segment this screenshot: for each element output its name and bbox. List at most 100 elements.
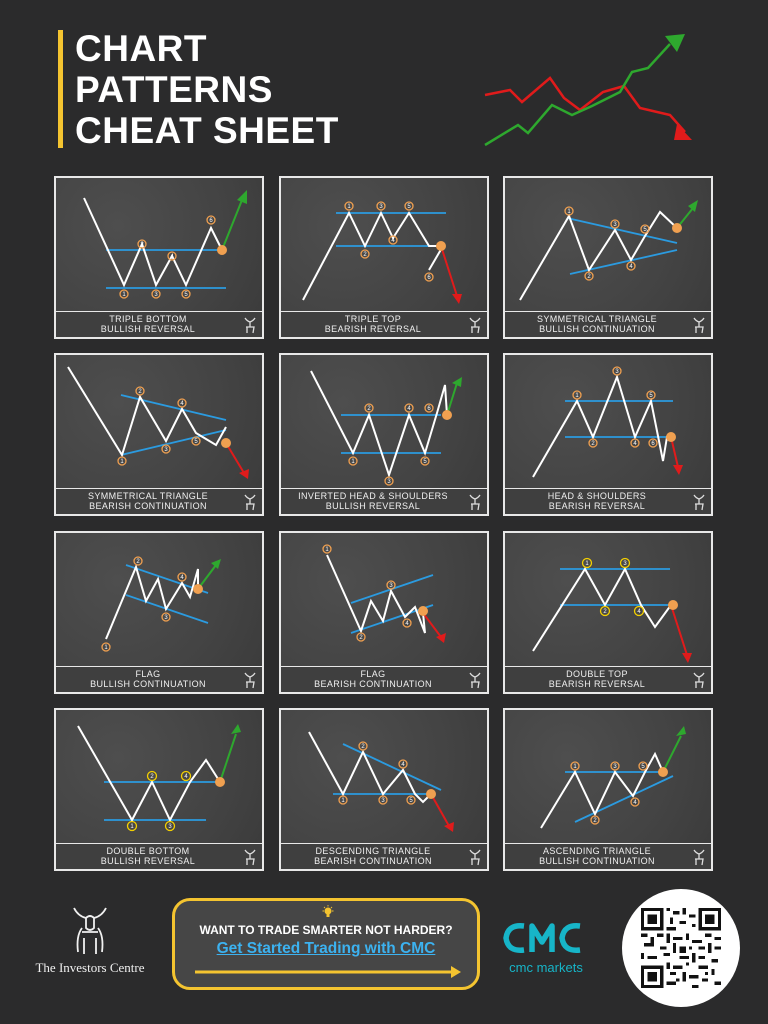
svg-text:1: 1 (575, 393, 579, 399)
bull-icon (693, 317, 705, 334)
svg-text:1: 1 (120, 459, 124, 465)
cmc-markets-logo[interactable]: cmc markets (500, 918, 592, 975)
svg-text:3: 3 (613, 764, 617, 770)
pattern-name: ASCENDING TRIANGLE (542, 846, 652, 856)
svg-text:6: 6 (427, 275, 431, 281)
bull-icon (469, 317, 481, 334)
svg-text:1: 1 (347, 204, 351, 210)
svg-text:2: 2 (587, 274, 591, 280)
svg-text:4: 4 (184, 774, 188, 780)
pattern-type: BULLISH CONTINUATION (539, 324, 655, 334)
svg-text:2: 2 (150, 774, 154, 780)
pattern-name: SYMMETRICAL TRIANGLE (536, 314, 658, 324)
brand-name: The Investors Centre (35, 960, 145, 975)
svg-text:4: 4 (407, 406, 411, 412)
triple-top-chart: 1 2 3 4 5 6 (302, 201, 462, 304)
pattern-name: SYMMETRICAL TRIANGLE (87, 491, 209, 501)
pattern-card-double-bottom: 1 2 3 4 DOUBLE BOTTOM BULLISH REVERSAL (54, 708, 264, 871)
double-bottom-chart: 1 2 3 4 (77, 724, 241, 832)
pattern-type: BULLISH REVERSAL (100, 324, 196, 334)
svg-text:4: 4 (180, 575, 184, 581)
pattern-type: BEARISH CONTINUATION (314, 856, 432, 866)
pattern-name: FLAG (135, 669, 161, 679)
pattern-card-symmetrical-triangle-bearish: 1 2 3 4 5 SYMMETRICAL TRIANGLE BEARISH C… (54, 353, 264, 516)
double-top-chart: 1 2 3 4 (532, 557, 692, 663)
pattern-card-flag-bullish: 1 2 3 4 FLAG BULLISH CONTINUATION (54, 531, 264, 694)
svg-text:5: 5 (649, 393, 653, 399)
svg-text:2: 2 (603, 609, 607, 615)
pattern-type: BEARISH CONTINUATION (89, 501, 207, 511)
pattern-name: INVERTED HEAD & SHOULDERS (298, 491, 448, 501)
svg-text:2: 2 (136, 559, 140, 565)
pattern-name: DESCENDING TRIANGLE (315, 846, 431, 856)
bull-icon (469, 672, 481, 689)
cmc-wordmark-icon (503, 923, 581, 953)
svg-text:3: 3 (168, 824, 172, 830)
triple-bottom-chart: 1 2 3 4 5 6 (83, 190, 247, 299)
svg-text:1: 1 (341, 798, 345, 804)
svg-text:3: 3 (613, 222, 617, 228)
bull-logo-icon (73, 907, 107, 954)
pattern-name: DOUBLE TOP (566, 669, 628, 679)
bull-icon (693, 672, 705, 689)
pattern-type: BULLISH CONTINUATION (90, 679, 206, 689)
ascending-triangle-chart: 1 2 3 4 5 (540, 726, 686, 829)
symmetrical-triangle-bearish-chart: 1 2 3 4 5 (67, 366, 249, 479)
svg-text:4: 4 (391, 238, 395, 244)
svg-text:1: 1 (351, 459, 355, 465)
pattern-type: BEARISH REVERSAL (548, 679, 646, 689)
bull-icon (469, 494, 481, 511)
pattern-type: BEARISH CONTINUATION (314, 679, 432, 689)
svg-text:1: 1 (130, 824, 134, 830)
head-shoulders-chart: 1 2 3 4 5 6 (532, 366, 683, 478)
svg-text:4: 4 (629, 264, 633, 270)
pattern-card-inverted-head-shoulders: 1 2 3 4 5 6 INVERTED HEAD & SHOULDERS BU… (279, 353, 489, 516)
svg-text:1: 1 (104, 645, 108, 651)
svg-text:5: 5 (407, 204, 411, 210)
pattern-name: DOUBLE BOTTOM (106, 846, 190, 856)
svg-text:1: 1 (325, 547, 329, 553)
svg-text:3: 3 (623, 561, 627, 567)
svg-text:3: 3 (389, 583, 393, 589)
bull-icon (693, 849, 705, 866)
svg-text:1: 1 (573, 764, 577, 770)
get-started-link[interactable]: Get Started Trading with CMC (216, 940, 436, 957)
svg-text:2: 2 (140, 242, 144, 248)
svg-text:5: 5 (641, 764, 645, 770)
inverted-head-shoulders-chart: 1 2 3 4 5 6 (310, 370, 462, 486)
bull-icon (244, 317, 256, 334)
title-line: CHART (75, 28, 207, 69)
symmetrical-triangle-bullish-chart: 1 2 3 4 5 (519, 200, 698, 301)
svg-text:6: 6 (209, 218, 213, 224)
svg-text:3: 3 (164, 615, 168, 621)
svg-text:4: 4 (405, 621, 409, 627)
svg-text:3: 3 (387, 479, 391, 485)
lightbulb-icon (322, 905, 334, 917)
title-line: CHEAT SHEET (75, 110, 339, 151)
svg-text:1: 1 (567, 209, 571, 215)
cta-heading: WANT TO TRADE SMARTER NOT HARDER? (199, 923, 453, 937)
svg-text:1: 1 (122, 292, 126, 298)
title-line: PATTERNS (75, 69, 273, 110)
pattern-type: BULLISH CONTINUATION (539, 856, 655, 866)
svg-text:5: 5 (423, 459, 427, 465)
svg-text:1: 1 (585, 561, 589, 567)
svg-text:3: 3 (615, 369, 619, 375)
pattern-card-triple-top: 1 2 3 4 5 6 TRIPLE TOP BEARISH REVERSAL (279, 176, 489, 339)
svg-text:4: 4 (637, 609, 641, 615)
svg-text:3: 3 (381, 798, 385, 804)
bull-icon (244, 849, 256, 866)
svg-text:2: 2 (363, 252, 367, 258)
descending-triangle-chart: 1 2 3 4 5 (308, 731, 454, 832)
svg-text:5: 5 (409, 798, 413, 804)
pattern-type: BEARISH REVERSAL (548, 501, 646, 511)
qr-code[interactable] (622, 889, 740, 1007)
svg-text:2: 2 (591, 441, 595, 447)
pattern-card-symmetrical-triangle-bullish: 1 2 3 4 5 SYMMETRICAL TRIANGLE BULLISH C… (503, 176, 713, 339)
cta-box[interactable]: WANT TO TRADE SMARTER NOT HARDER? Get St… (172, 898, 480, 990)
svg-text:6: 6 (651, 441, 655, 447)
pattern-card-head-shoulders: 1 2 3 4 5 6 HEAD & SHOULDERS BEARISH REV… (503, 353, 713, 516)
title-accent-bar (58, 30, 63, 148)
pattern-type: BULLISH REVERSAL (325, 501, 421, 511)
svg-text:4: 4 (180, 401, 184, 407)
